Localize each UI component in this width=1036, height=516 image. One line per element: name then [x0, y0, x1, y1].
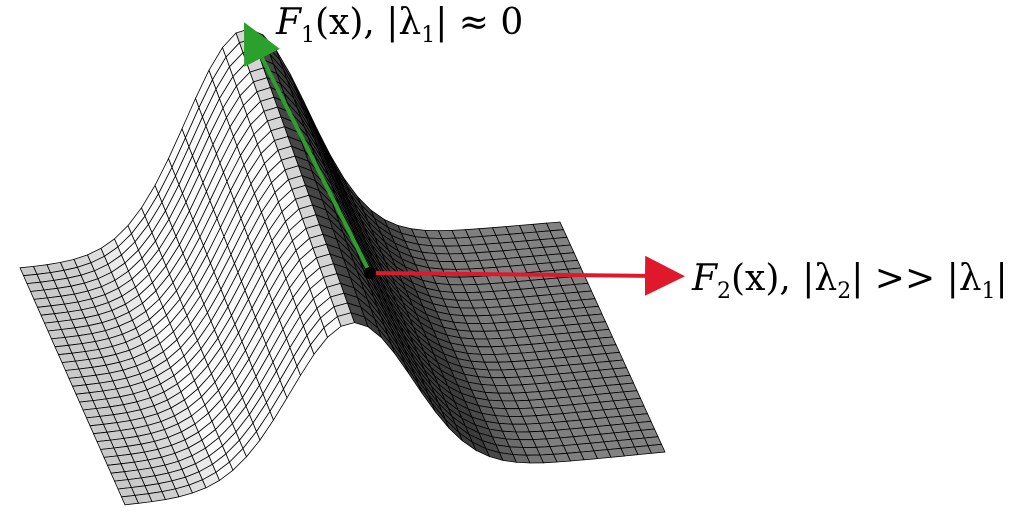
surface-mesh-cell [545, 221, 565, 232]
f1-label: F1(x), |λ1| ≈ 0 [275, 2, 523, 48]
surface-mesh-cell [647, 443, 666, 454]
f2-eigenvector-arrow [369, 255, 685, 296]
f1-eigenvector-arrow [244, 22, 372, 274]
f2-label: F2(x), |λ2| >> |λ1| [691, 258, 1008, 304]
ridge-surface [19, 27, 666, 506]
surface-mesh-cell [556, 244, 575, 255]
base-point [364, 267, 376, 279]
